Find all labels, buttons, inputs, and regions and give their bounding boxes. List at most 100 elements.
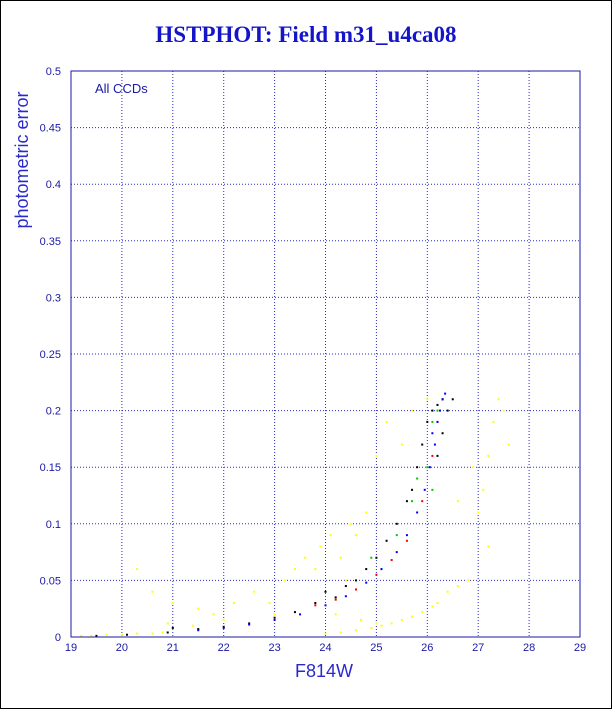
data-point xyxy=(324,632,327,635)
data-point xyxy=(375,573,378,576)
data-point xyxy=(370,556,373,559)
data-point xyxy=(339,631,342,634)
data-point xyxy=(273,613,276,616)
data-point xyxy=(431,454,434,457)
x-tick-label: 20 xyxy=(116,642,128,654)
data-point xyxy=(355,629,358,632)
data-point xyxy=(456,585,459,588)
data-point xyxy=(293,611,296,614)
chart-title: HSTPHOT: Field m31_u4ca08 xyxy=(155,22,457,47)
data-point xyxy=(344,579,347,582)
y-tick-label: 0.1 xyxy=(46,519,61,531)
data-point xyxy=(385,539,388,542)
y-axis-label: photometric error xyxy=(12,91,32,228)
data-point xyxy=(95,634,98,637)
data-point xyxy=(365,581,368,584)
data-point xyxy=(253,590,256,593)
data-point xyxy=(395,551,398,554)
data-point xyxy=(436,454,439,457)
data-point xyxy=(136,632,139,635)
data-point xyxy=(426,466,429,469)
data-point xyxy=(171,602,174,605)
x-tick-label: 26 xyxy=(421,642,433,654)
data-point xyxy=(314,604,317,607)
data-point xyxy=(441,432,444,435)
data-point xyxy=(304,556,307,559)
data-point xyxy=(431,409,434,412)
data-point xyxy=(428,466,431,469)
data-point xyxy=(405,539,408,542)
data-point xyxy=(344,585,347,588)
data-point xyxy=(324,604,327,607)
data-point xyxy=(151,632,154,635)
plot-border xyxy=(70,70,581,638)
data-point xyxy=(390,622,393,625)
data-point xyxy=(273,619,276,622)
data-point xyxy=(166,631,169,634)
data-point xyxy=(497,398,500,401)
data-point xyxy=(411,615,414,618)
data-point xyxy=(319,545,322,548)
data-point xyxy=(423,488,426,491)
data-point xyxy=(375,622,378,625)
data-point xyxy=(502,409,505,412)
x-tick-label: 25 xyxy=(370,642,382,654)
data-point xyxy=(324,590,327,593)
data-point xyxy=(125,633,128,636)
data-point xyxy=(222,625,225,628)
data-point xyxy=(444,392,447,395)
data-point xyxy=(293,568,296,571)
data-point xyxy=(314,568,317,571)
data-point xyxy=(436,602,439,605)
data-point xyxy=(334,596,337,599)
data-point xyxy=(212,613,215,616)
y-tick-label: 0.15 xyxy=(40,462,61,474)
data-point xyxy=(197,628,200,631)
x-axis-label: F814W xyxy=(295,661,353,681)
data-point xyxy=(390,559,393,562)
data-point xyxy=(411,500,414,503)
data-point xyxy=(314,602,317,605)
data-point xyxy=(197,629,200,632)
data-point xyxy=(436,420,439,423)
data-point xyxy=(456,500,459,503)
data-point xyxy=(439,409,442,412)
data-point xyxy=(385,420,388,423)
y-tick-label: 0.45 xyxy=(40,123,61,135)
data-point xyxy=(400,443,403,446)
data-point xyxy=(197,607,200,610)
data-point xyxy=(273,616,276,619)
data-point xyxy=(355,579,358,582)
data-point xyxy=(487,454,490,457)
data-point xyxy=(80,634,83,637)
data-point xyxy=(421,611,424,614)
data-point xyxy=(436,403,439,406)
data-point xyxy=(329,534,332,537)
x-tick-label: 19 xyxy=(65,642,77,654)
data-point xyxy=(433,443,436,446)
data-point xyxy=(334,598,337,601)
data-point xyxy=(446,590,449,593)
x-tick-label: 23 xyxy=(268,642,280,654)
x-tick-label: 29 xyxy=(574,642,586,654)
data-point xyxy=(248,623,251,626)
y-tick-label: 0.4 xyxy=(46,179,61,191)
grid-layer xyxy=(71,71,580,637)
data-point xyxy=(171,626,174,629)
data-point xyxy=(349,522,352,525)
data-point xyxy=(482,488,485,491)
data-point xyxy=(431,605,434,608)
data-point xyxy=(426,398,429,401)
tick-layer: 19 20 21 22 23 24 25 26 27 28 29 0 0.05 0.1 0.15 0.2 0.2… xyxy=(40,66,587,654)
data-point xyxy=(299,613,302,616)
data-point xyxy=(120,633,123,636)
data-point xyxy=(151,590,154,593)
data-point xyxy=(411,409,414,412)
data-point xyxy=(222,619,225,622)
data-point xyxy=(416,477,419,480)
data-point xyxy=(507,443,510,446)
data-point xyxy=(446,409,449,412)
data-point xyxy=(355,588,358,591)
data-point xyxy=(355,534,358,537)
data-point xyxy=(268,602,271,605)
